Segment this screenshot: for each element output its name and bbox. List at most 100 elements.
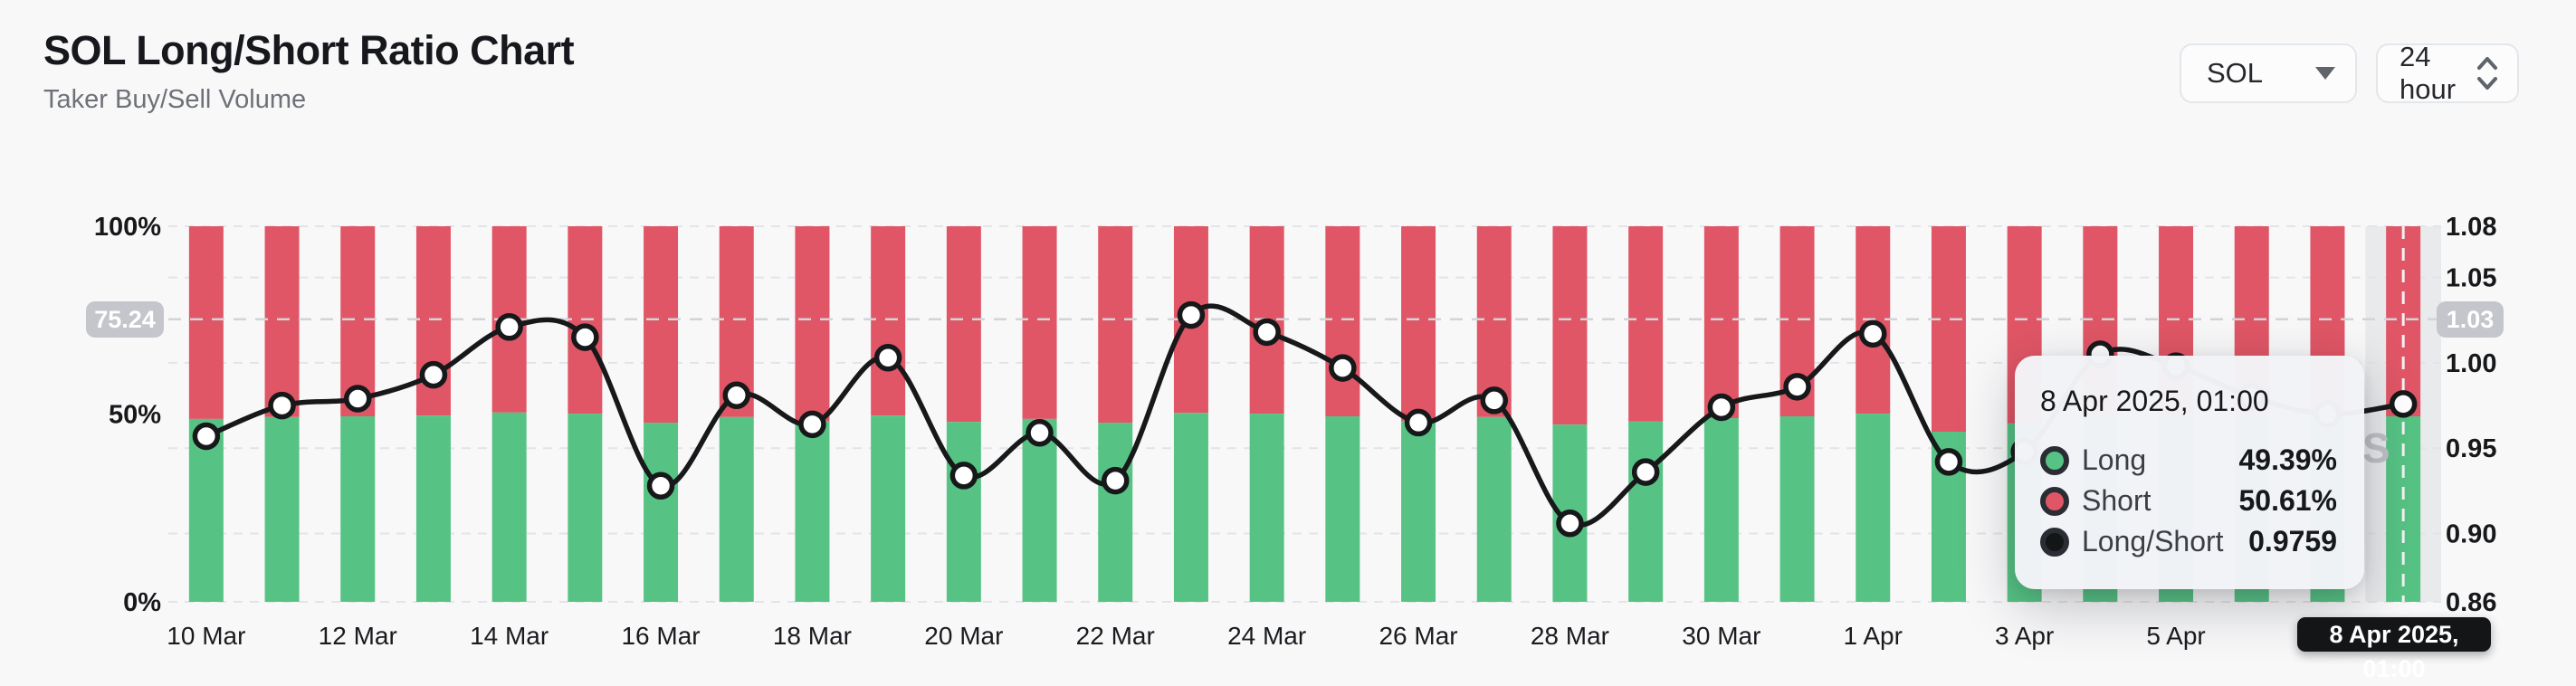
data-point-marker[interactable]: [873, 344, 902, 372]
left-axis-label: 100%: [94, 213, 161, 242]
page-subtitle: Taker Buy/Sell Volume: [43, 85, 307, 114]
data-point-marker[interactable]: [1934, 448, 1963, 476]
data-point-marker[interactable]: [1404, 408, 1433, 437]
left-axis-label: 0%: [123, 588, 161, 617]
data-point-marker[interactable]: [1556, 509, 1584, 538]
right-axis-label: 0.86: [2446, 588, 2496, 617]
data-point-marker[interactable]: [192, 422, 221, 451]
short-series-dot-icon: [2040, 486, 2069, 516]
bar-short[interactable]: [795, 226, 830, 421]
data-point-marker[interactable]: [798, 410, 826, 439]
bar-long[interactable]: [946, 422, 981, 602]
bar-long[interactable]: [1098, 423, 1133, 602]
x-axis-label: 28 Mar: [1531, 622, 1609, 650]
bar-short[interactable]: [1552, 226, 1588, 425]
tooltip-date: 8 Apr 2025, 01:00: [2040, 385, 2269, 417]
bar-long[interactable]: [264, 416, 300, 602]
bar-long[interactable]: [491, 412, 527, 602]
bar-long[interactable]: [1476, 416, 1512, 602]
page-title: SOL Long/Short Ratio Chart: [43, 27, 575, 73]
data-point-marker[interactable]: [722, 381, 750, 409]
bar-short[interactable]: [340, 226, 376, 416]
right-axis-label: 1.05: [2446, 264, 2496, 293]
data-point-marker[interactable]: [268, 391, 296, 420]
bar-long[interactable]: [1325, 415, 1360, 602]
tooltip-long-value: 49.39%: [2238, 443, 2337, 476]
data-point-marker[interactable]: [1859, 319, 1887, 348]
tooltip-ratio-value: 0.9759: [2248, 525, 2337, 557]
data-point-marker[interactable]: [495, 313, 523, 341]
bar-long[interactable]: [415, 415, 451, 602]
x-axis-label: 16 Mar: [621, 622, 700, 650]
bar-long[interactable]: [795, 420, 830, 602]
tooltip-long-label: Long: [2082, 443, 2147, 476]
bar-long[interactable]: [340, 415, 376, 602]
bar-short[interactable]: [1476, 226, 1512, 417]
symbol-select-value: SOL: [2207, 57, 2264, 89]
x-axis-label: 1 Apr: [1844, 622, 1903, 650]
bar-short[interactable]: [264, 226, 300, 417]
bar-short[interactable]: [1931, 226, 1966, 433]
data-point-marker[interactable]: [344, 385, 372, 413]
bar-long[interactable]: [1856, 414, 1891, 602]
data-point-marker[interactable]: [1102, 466, 1130, 495]
data-point-marker[interactable]: [1631, 458, 1660, 486]
bar-short[interactable]: [1703, 226, 1739, 419]
long-series-dot-icon: [2040, 445, 2069, 475]
bar-short[interactable]: [188, 226, 224, 419]
bar-short[interactable]: [1628, 226, 1664, 422]
data-point-marker[interactable]: [1026, 419, 1054, 447]
bar-long[interactable]: [644, 423, 679, 602]
bar-long[interactable]: [1703, 418, 1739, 602]
data-point-marker[interactable]: [646, 472, 675, 500]
right-axis-label: 1.00: [2446, 349, 2496, 378]
bar-short[interactable]: [1022, 226, 1057, 419]
bar-short[interactable]: [946, 226, 981, 423]
data-point-marker[interactable]: [1707, 393, 1736, 422]
symbol-select[interactable]: SOL: [2180, 43, 2357, 103]
right-axis-label: 0.90: [2446, 520, 2496, 549]
bar-short[interactable]: [1325, 226, 1360, 416]
bar-long[interactable]: [1779, 415, 1815, 602]
ratio-series-dot-icon: [2040, 527, 2069, 557]
x-axis-label: 3 Apr: [1995, 622, 2054, 650]
interval-select-value: 24 hour: [2399, 41, 2457, 105]
data-point-marker[interactable]: [571, 323, 599, 351]
bar-short[interactable]: [1098, 226, 1133, 424]
crosshair-left-badge: 75.24: [86, 301, 164, 338]
data-point-marker[interactable]: [1329, 354, 1357, 382]
bar-short[interactable]: [1401, 226, 1436, 421]
data-point-marker[interactable]: [1253, 318, 1281, 347]
crosshair-right-badge: 1.03: [2437, 301, 2504, 338]
bar-short[interactable]: [871, 226, 906, 416]
x-axis-label: 22 Mar: [1076, 622, 1155, 650]
bar-long[interactable]: [1022, 418, 1057, 602]
tooltip-short-label: Short: [2082, 484, 2151, 517]
bar-long[interactable]: [1628, 421, 1664, 602]
interval-select[interactable]: 24 hour: [2376, 41, 2519, 105]
x-axis-label: 20 Mar: [924, 622, 1003, 650]
tooltip-row-long: Long 49.39%: [2040, 440, 2337, 481]
data-point-marker[interactable]: [2389, 390, 2418, 418]
bar-long[interactable]: [719, 416, 754, 602]
tooltip-row-short: Short 50.61%: [2040, 481, 2337, 521]
bar-long[interactable]: [568, 414, 603, 602]
bar-short[interactable]: [644, 226, 679, 424]
data-point-marker[interactable]: [949, 462, 978, 490]
x-axis-label: 10 Mar: [167, 622, 245, 650]
data-point-marker[interactable]: [1177, 300, 1206, 329]
bar-long[interactable]: [871, 415, 906, 602]
crosshair-date-pill: 8 Apr 2025, 01:00: [2297, 617, 2491, 682]
bar-long[interactable]: [1401, 420, 1436, 602]
data-point-marker[interactable]: [1480, 386, 1508, 414]
data-point-marker[interactable]: [419, 360, 448, 389]
data-point-marker[interactable]: [1783, 373, 1811, 401]
caret-down-icon: [2315, 67, 2335, 80]
tooltip-ratio-label: Long/Short: [2082, 525, 2224, 557]
bar-long[interactable]: [1249, 414, 1284, 602]
right-axis-label: 1.08: [2446, 213, 2496, 242]
tooltip-short-value: 50.61%: [2238, 484, 2337, 517]
bar-long[interactable]: [1173, 413, 1208, 602]
